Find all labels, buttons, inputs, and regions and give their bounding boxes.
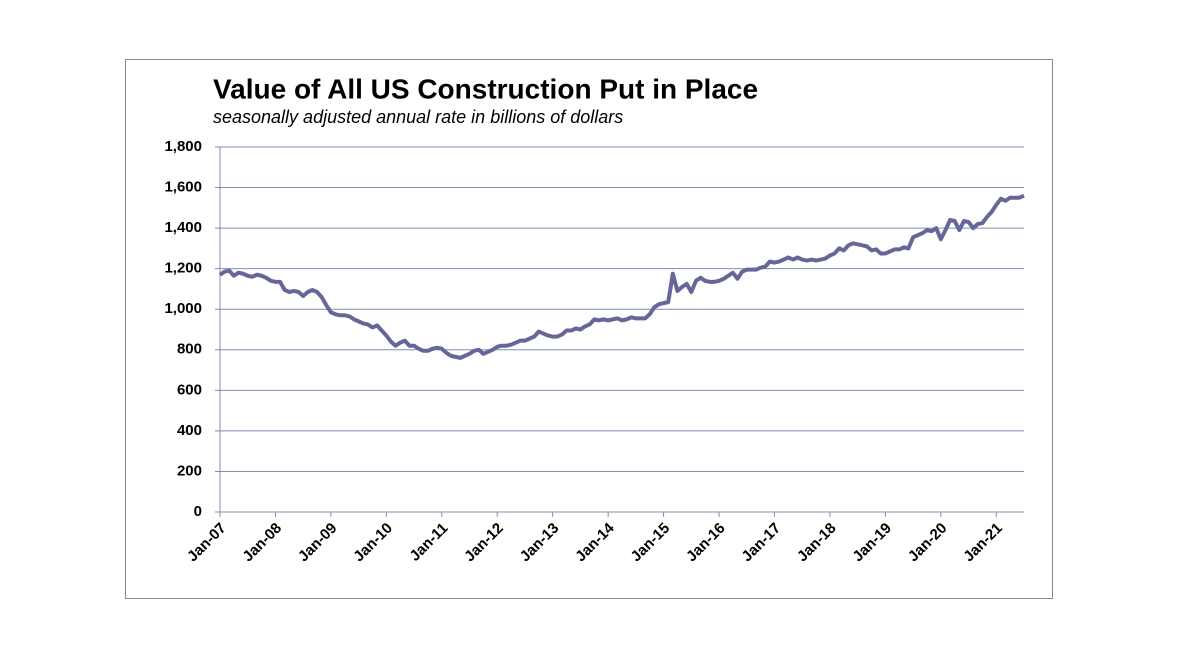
y-tick-label: 400 (177, 422, 202, 439)
y-tick-label: 0 (194, 503, 202, 520)
y-tick-label: 800 (177, 341, 202, 358)
y-tick-label: 1,600 (164, 179, 202, 196)
y-tick-label: 200 (177, 462, 202, 479)
y-tick-label: 600 (177, 381, 202, 398)
y-tick-label: 1,800 (164, 138, 202, 155)
chart-subtitle: seasonally adjusted annual rate in billi… (213, 107, 623, 127)
y-tick-label: 1,200 (164, 260, 202, 277)
y-tick-label: 1,400 (164, 219, 202, 236)
data-line (218, 193, 1025, 360)
chart-title: Value of All US Construction Put in Plac… (213, 73, 758, 104)
y-tick-label: 1,000 (164, 300, 202, 317)
chart-frame (125, 59, 1053, 599)
